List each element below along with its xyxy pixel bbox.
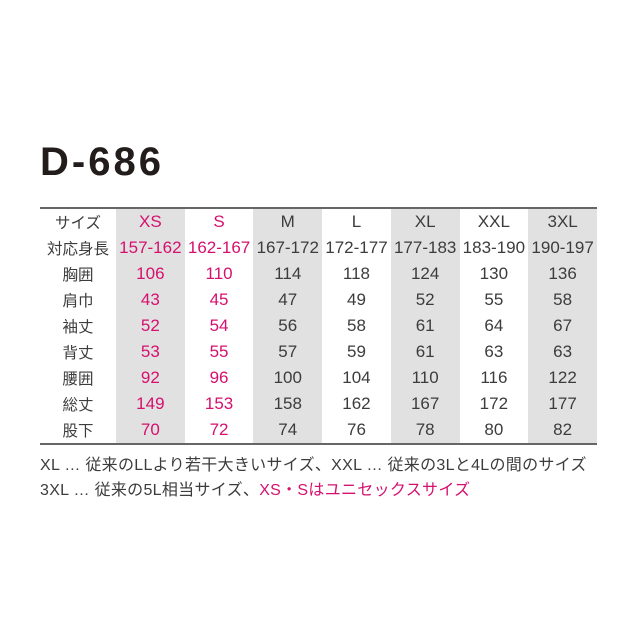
size-table-row: 総丈 149 153 158 162 167 172 177	[40, 391, 597, 417]
row-label: 肩巾	[62, 293, 94, 310]
size-cell: 114	[253, 261, 323, 287]
size-cell: XXL	[477, 212, 510, 231]
size-cell: 3XL	[528, 208, 597, 235]
size-cell: 55	[209, 342, 229, 361]
footnote-text: 3XL … 従来の5L相当サイズ、	[40, 482, 260, 499]
size-cell: XL	[390, 208, 460, 235]
footnote-line: 3XL … 従来の5L相当サイズ、XS・Sはユニセックスサイズ	[40, 478, 597, 503]
size-cell: L	[351, 212, 362, 231]
row-label: サイズ	[54, 215, 102, 232]
size-cell: 158	[253, 391, 323, 417]
size-cell: 167	[390, 391, 460, 417]
size-cell: 54	[209, 316, 229, 335]
size-table-row: 背丈 53 55 57 59 61 63 63	[40, 339, 597, 365]
size-cell: 49	[347, 290, 366, 309]
size-cell: 106	[116, 261, 185, 287]
size-header-row: サイズ XS S M L XL XXL 3XL	[40, 208, 597, 235]
size-cell: S	[213, 212, 225, 231]
size-cell: 110	[390, 365, 460, 391]
size-cell: 52	[390, 287, 460, 313]
size-cell: 45	[209, 290, 229, 309]
size-cell: 124	[390, 261, 460, 287]
footnote-text: XL … 従来のLLより若干大きいサイズ、XXL … 従来の3Lと4Lの間のサイ…	[40, 457, 587, 474]
size-cell: 64	[484, 316, 504, 335]
size-cell: 67	[528, 313, 597, 339]
size-cell: 190-197	[528, 235, 597, 261]
size-cell: 118	[342, 264, 371, 283]
size-cell: 136	[528, 261, 597, 287]
row-label: 背丈	[62, 345, 94, 362]
size-cell: 57	[253, 339, 323, 365]
size-table-row: 袖丈 52 54 56 58 61 64 67	[40, 313, 597, 339]
size-table: サイズ XS S M L XL XXL 3XL 対応身長 157-162 162-167 167-17…	[40, 207, 597, 445]
size-cell: 47	[253, 287, 323, 313]
row-label: 股下	[62, 423, 94, 440]
size-cell: 61	[390, 339, 460, 365]
size-cell: 162-167	[187, 238, 251, 257]
size-cell: 130	[479, 264, 509, 283]
row-label: 腰囲	[62, 371, 94, 388]
size-cell: 53	[116, 339, 185, 365]
size-cell: 59	[347, 342, 366, 361]
size-cell: 149	[116, 391, 185, 417]
size-cell: 72	[209, 420, 229, 439]
row-label: 袖丈	[62, 319, 94, 336]
size-cell: 172	[479, 394, 509, 413]
size-cell: 61	[390, 313, 460, 339]
product-code-title: D-686	[40, 140, 164, 184]
size-cell: 52	[116, 313, 185, 339]
footnotes: XL … 従来のLLより若干大きいサイズ、XXL … 従来の3Lと4Lの間のサイ…	[40, 453, 597, 503]
size-cell: 43	[116, 287, 185, 313]
size-cell: 122	[528, 365, 597, 391]
size-table-row: 腰囲 92 96 100 104 110 116 122	[40, 365, 597, 391]
size-cell: 76	[347, 420, 366, 439]
size-cell: 70	[116, 417, 185, 444]
size-cell: 177-183	[390, 235, 460, 261]
size-cell: 58	[347, 316, 366, 335]
size-cell: 78	[390, 417, 460, 444]
size-cell: 55	[484, 290, 504, 309]
footnote-line: XL … 従来のLLより若干大きいサイズ、XXL … 従来の3Lと4Lの間のサイ…	[40, 453, 597, 478]
size-cell: 183-190	[462, 238, 526, 257]
size-cell: 82	[528, 417, 597, 444]
size-table-row: 胸囲 106 110 114 118 124 130 136	[40, 261, 597, 287]
size-cell: 58	[528, 287, 597, 313]
size-table-row: 対応身長 157-162 162-167 167-172 172-177 177-183 1…	[40, 235, 597, 261]
size-table-row: 股下 70 72 74 76 78 80 82	[40, 417, 597, 444]
size-cell: 157-162	[116, 235, 185, 261]
row-label: 対応身長	[46, 241, 109, 258]
size-cell: XS	[116, 208, 185, 235]
size-cell: 63	[484, 342, 504, 361]
size-cell: 153	[204, 394, 234, 413]
size-cell: 92	[116, 365, 185, 391]
size-cell: 167-172	[253, 235, 323, 261]
size-cell: 110	[205, 264, 233, 283]
size-cell: 80	[484, 420, 504, 439]
size-cell: 104	[342, 368, 371, 387]
size-cell: 56	[253, 313, 323, 339]
size-cell: 63	[528, 339, 597, 365]
size-cell: 116	[480, 368, 508, 387]
size-table-row: 肩巾 43 45 47 49 52 55 58	[40, 287, 597, 313]
footnote-accent-text: XS・Sはユニセックスサイズ	[259, 482, 471, 499]
size-cell: 162	[342, 394, 371, 413]
size-cell: 96	[209, 368, 229, 387]
row-label: 胸囲	[62, 267, 94, 284]
size-cell: 177	[528, 391, 597, 417]
size-cell: 100	[253, 365, 323, 391]
size-cell: 172-177	[325, 238, 388, 257]
row-label: 総丈	[62, 397, 94, 414]
size-cell: M	[253, 208, 323, 235]
size-cell: 74	[253, 417, 323, 444]
